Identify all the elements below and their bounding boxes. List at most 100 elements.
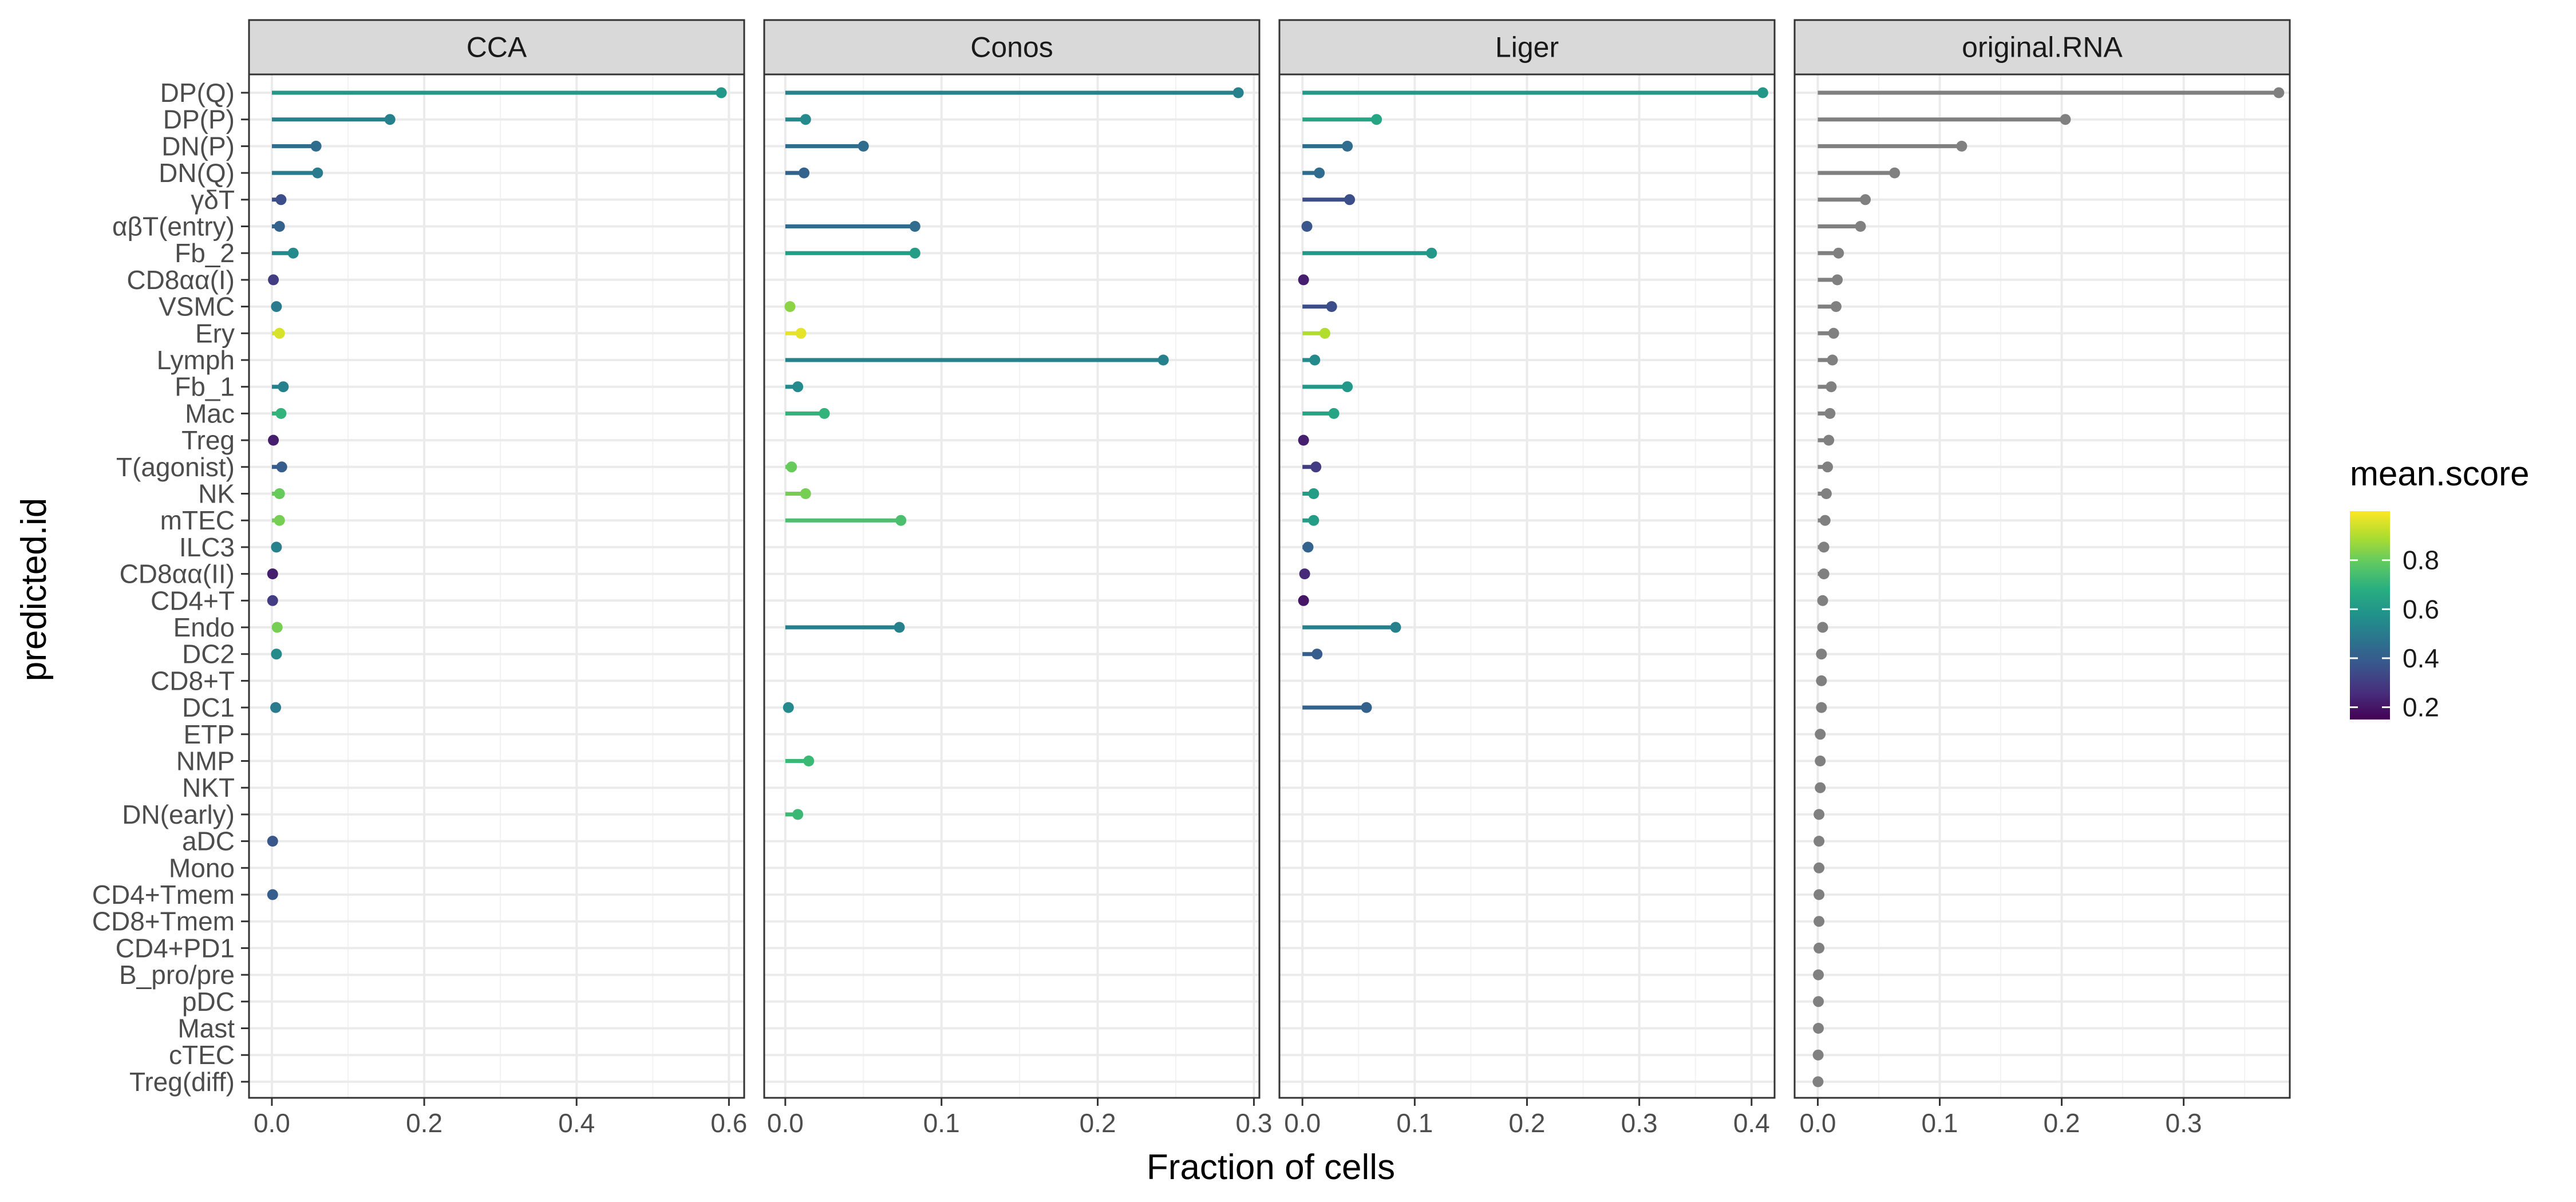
y-tick-label-nk: NK	[198, 479, 235, 509]
lollipop-point-dc2	[1311, 649, 1323, 660]
y-tick-label-lymph: Lymph	[157, 345, 235, 375]
lollipop-point-cd8-i	[1832, 274, 1843, 286]
lollipop-point-vsmc	[784, 301, 796, 313]
lollipop-point-dp-p	[384, 114, 396, 125]
lollipop-point-treg	[1298, 434, 1309, 446]
strip-label: Conos	[970, 31, 1053, 64]
lollipop-point-nmp	[803, 756, 815, 766]
y-tick-label-treg: Treg	[181, 425, 235, 455]
legend-ticks: 0.2 0.4 0.6 0.8	[2350, 545, 2439, 722]
y-tick-label-adc: aDC	[182, 827, 235, 856]
lollipop-point-dp-p	[2060, 114, 2071, 125]
lollipop-point-dp-q	[1757, 87, 1768, 98]
x-tick-label: 0.2	[406, 1108, 442, 1138]
panel-liger: Liger 0.0 0.1 0.2 0.3 0.4	[1278, 19, 1776, 1138]
lollipop-point-adc	[1814, 836, 1825, 847]
strip-conos	[763, 19, 1261, 76]
lollipop-point-dn-q	[1314, 167, 1325, 179]
strip-cca	[248, 19, 745, 76]
y-tick-label-ilc3: ILC3	[179, 532, 235, 562]
lollipop-point-b-pro-pre	[1813, 969, 1824, 980]
lollipop-point-etp	[1815, 729, 1826, 740]
lollipop-point-t-entry	[274, 221, 285, 232]
x-tick-label: 0.2	[1080, 1108, 1116, 1138]
y-tick-label-mono: Mono	[169, 853, 235, 883]
y-tick-label-treg-diff: Treg(diff)	[129, 1067, 235, 1097]
lollipop-point-ery	[1319, 327, 1330, 339]
lollipop-point-endo	[894, 622, 905, 633]
y-tick-label-dc2: DC2	[182, 639, 235, 669]
color-legend: mean.score 0.2 0.4 0.6 0.8	[2350, 454, 2529, 722]
strip-liger	[1278, 19, 1776, 76]
lollipop-point-cd8-ii	[1818, 568, 1830, 580]
panel-original-rna: original.RNA 0.0 0.1 0.2 0.3	[1793, 19, 2291, 1138]
lollipop-point-dc1	[270, 702, 282, 713]
y-tick-label-endo: Endo	[173, 612, 235, 642]
lollipop-point-mast	[1813, 1023, 1824, 1034]
legend-tick-label: 0.4	[2403, 643, 2439, 673]
lollipop-point-t-entry	[1301, 221, 1313, 232]
lollipop-point-dc2	[271, 649, 282, 660]
lollipop-point-dp-q	[716, 87, 727, 98]
lollipop-point-vsmc	[271, 301, 282, 313]
y-tick-label-dp-p: DP(P)	[163, 105, 235, 135]
y-tick-label-etp: ETP	[184, 719, 235, 749]
lollipop-point-endo	[271, 622, 283, 633]
x-tick-label: 0.0	[1284, 1108, 1321, 1138]
lollipop-point-t	[275, 194, 287, 205]
y-tick-label-dn-early: DN(early)	[122, 800, 235, 829]
lollipop-point-ery	[1828, 327, 1839, 339]
y-tick-label-pdc: pDC	[182, 987, 235, 1017]
y-tick-label-dc1: DC1	[182, 693, 235, 722]
lollipop-point-mac	[275, 408, 287, 419]
strip-original-rna	[1793, 19, 2291, 76]
x-tick-label: 0.6	[710, 1108, 747, 1138]
facet-panels: CCA 0.0 0.2 0.4 0.6 Conos 0.0 0.1 0.2 0.3 Liger 0.0…	[248, 19, 2291, 1138]
lollipop-point-cd4-t	[1298, 595, 1309, 606]
lollipop-point-lymph	[1157, 354, 1169, 366]
lollipop-point-cd8-i	[1298, 274, 1309, 286]
lollipop-point-dn-early	[1814, 809, 1825, 820]
lollipop-point-dn-p	[1342, 140, 1353, 152]
legend-title: mean.score	[2350, 454, 2529, 493]
y-tick-label-mac: Mac	[185, 398, 235, 428]
lollipop-point-fb-1	[1342, 381, 1353, 393]
y-tick-label-t: γδT	[191, 185, 235, 215]
lollipop-point-vsmc	[1830, 301, 1842, 313]
y-axis-title: predicted.id	[14, 498, 54, 682]
lollipop-point-dp-q	[2273, 87, 2285, 98]
lollipop-point-dn-q	[1889, 167, 1901, 179]
lollipop-point-endo	[1817, 622, 1828, 633]
y-tick-label-ctec: cTEC	[169, 1040, 235, 1070]
lollipop-point-t-entry	[1855, 221, 1866, 232]
lollipop-point-nk	[800, 488, 811, 499]
lollipop-point-lymph	[1309, 354, 1321, 366]
strip-label: CCA	[467, 31, 527, 64]
panel-background	[764, 74, 1259, 1098]
panel-background	[249, 74, 744, 1098]
lollipop-point-fb-2	[1426, 247, 1437, 259]
lollipop-point-nmp	[1815, 756, 1826, 766]
legend-colorbar	[2350, 511, 2390, 719]
lollipop-point-fb-2	[909, 247, 920, 259]
y-tick-label-t-entry: αβT(entry)	[112, 212, 235, 242]
lollipop-point-dn-p	[1956, 140, 1967, 152]
y-tick-label-fb-2: Fb_2	[175, 238, 235, 268]
x-axis-title: Fraction of cells	[1147, 1148, 1395, 1187]
lollipop-point-fb-1	[278, 381, 289, 393]
lollipop-point-t-agonist	[276, 461, 287, 473]
strip-label: original.RNA	[1962, 31, 2123, 64]
lollipop-point-vsmc	[1326, 301, 1337, 313]
legend-tick-label: 0.6	[2403, 594, 2439, 624]
lollipop-point-cd4-pd1	[1814, 942, 1825, 954]
y-tick-label-dp-q: DP(Q)	[160, 78, 235, 108]
lollipop-point-treg	[1823, 434, 1835, 446]
lollipop-point-cd8-i	[268, 274, 279, 286]
lollipop-point-t-entry	[909, 221, 920, 232]
lollipop-point-dn-early	[792, 809, 804, 820]
lollipop-point-mtec	[895, 515, 907, 526]
lollipop-point-fb-2	[287, 247, 299, 259]
lollipop-point-ctec	[1812, 1049, 1824, 1061]
y-tick-label-cd8-t: CD8+T	[151, 666, 235, 695]
